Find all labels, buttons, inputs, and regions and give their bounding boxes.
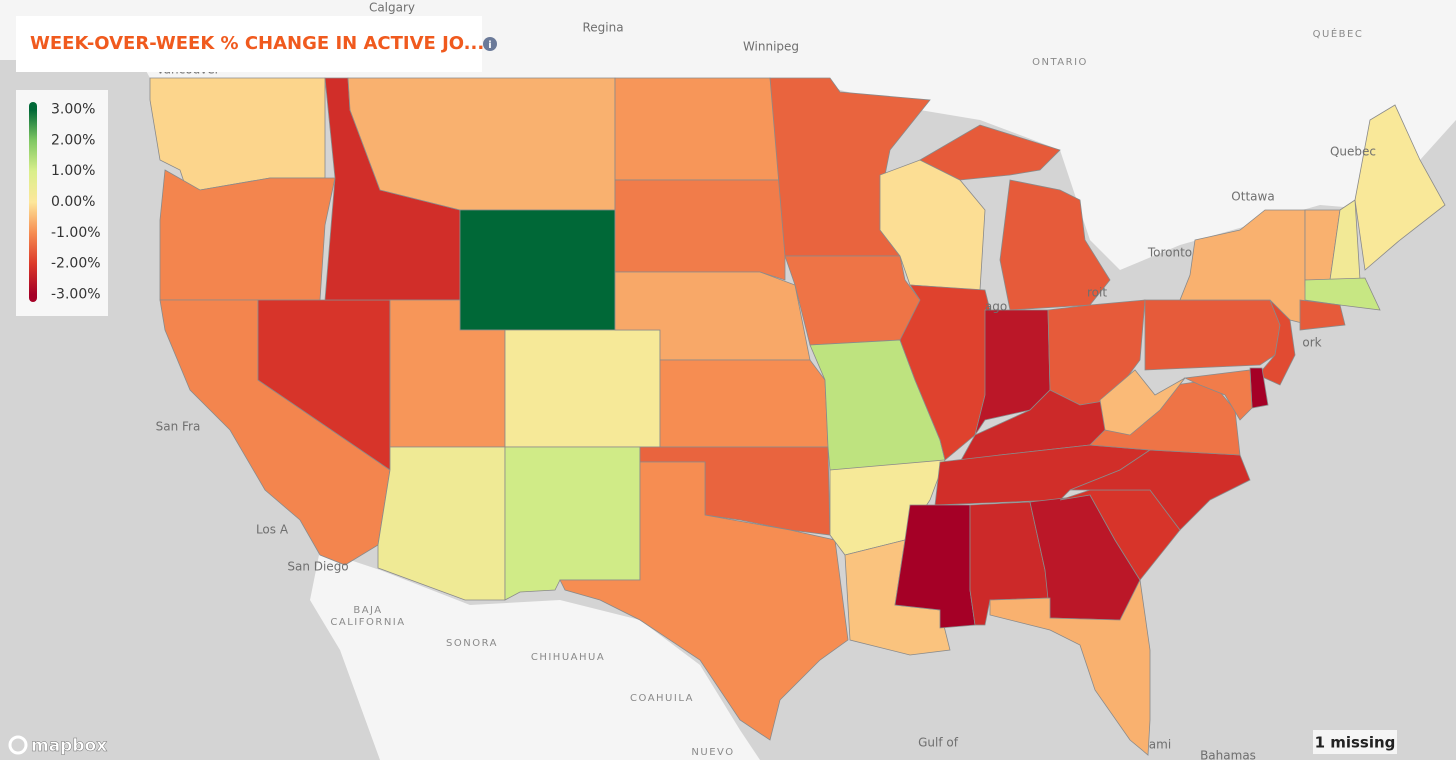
state <box>159 169 336 301</box>
place-label: Calgary <box>369 1 415 15</box>
state <box>1069 449 1251 531</box>
states <box>149 77 1446 756</box>
legend-tick-label: 2.00% <box>51 132 95 148</box>
state <box>1257 299 1296 386</box>
mapbox-logo <box>8 735 28 755</box>
basemap-labels: CalgaryReginaWinnipegVancouverONTARIOQUÉ… <box>156 1 1376 760</box>
state <box>504 446 641 601</box>
place-label: Toronto <box>1147 246 1192 260</box>
place-label: ami <box>1149 738 1171 752</box>
legend: -3.00% -2.00% -1.00% 0.00% 1.00% 2.00% 3.00% <box>51 102 101 303</box>
state <box>614 179 786 281</box>
state <box>459 209 616 331</box>
title: WEEK-OVER-WEEK % CHANGE IN ACTIVE JO... <box>30 33 484 54</box>
legend-tick-label: 0.00% <box>51 194 95 210</box>
place-label: Gulf of <box>918 736 959 750</box>
place-label: Los A <box>256 523 289 537</box>
attribution: mapbox <box>31 736 107 756</box>
place-label: San Fra <box>156 420 201 434</box>
state <box>1299 299 1346 331</box>
place-label: Regina <box>582 21 623 35</box>
place-label: CHIHUAHUA <box>531 652 605 663</box>
legend-tick-label: -2.00% <box>51 256 101 272</box>
place-label: COAHUILA <box>630 693 694 704</box>
place-label: San Diego <box>287 560 348 574</box>
place-label: Quebec <box>1330 145 1376 159</box>
place-label: SONORA <box>446 638 498 649</box>
state <box>1099 369 1186 436</box>
place-label: Ottawa <box>1231 190 1274 204</box>
place-label: Bahamas <box>1200 749 1256 760</box>
state <box>1144 299 1281 371</box>
place-label: ago <box>985 300 1007 314</box>
place-label: NUEVO <box>691 747 734 758</box>
legend-tick-label: 1.00% <box>51 163 95 179</box>
state <box>559 461 849 741</box>
legend-tick-label: -1.00% <box>51 225 101 241</box>
state <box>919 124 1111 311</box>
place-label: roit <box>1087 286 1107 300</box>
state <box>1304 277 1381 311</box>
state <box>347 77 616 211</box>
place-label: ONTARIO <box>1032 57 1088 68</box>
missing-box <box>1313 730 1397 754</box>
legend-tick-label: 3.00% <box>51 102 95 118</box>
place-label: BAJA <box>353 605 382 616</box>
state <box>989 578 1151 756</box>
mexico <box>310 550 760 760</box>
legend-tick-label: -3.00% <box>51 286 101 302</box>
place-label: CALIFORNIA <box>330 617 405 628</box>
state <box>659 359 829 448</box>
info-icon-glyph: i <box>488 40 491 51</box>
state <box>1354 104 1446 271</box>
place-label: Winnipeg <box>743 40 799 54</box>
state <box>504 329 661 448</box>
state <box>1183 369 1253 421</box>
missing-label: 1 missing <box>1315 734 1396 752</box>
title-box <box>16 16 482 72</box>
info-icon[interactable] <box>483 37 497 51</box>
place-label: ork <box>1302 336 1321 350</box>
state <box>899 284 991 461</box>
legend-bar <box>29 102 37 302</box>
state <box>614 77 786 181</box>
place-label: QUÉBEC <box>1313 27 1364 40</box>
